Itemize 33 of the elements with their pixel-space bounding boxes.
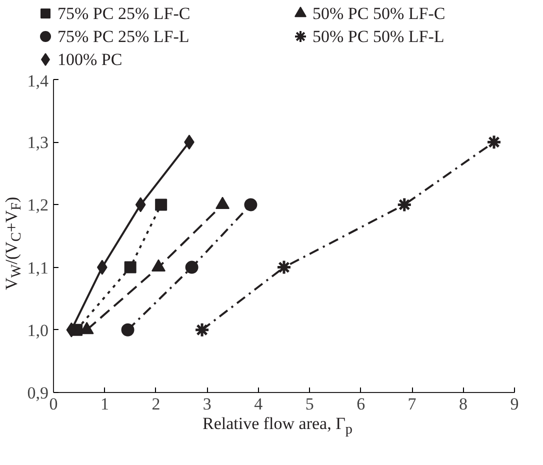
y-tick-label: 1,2 (27, 196, 48, 215)
legend-label: 75% PC 25% LF-C (58, 4, 190, 23)
y-tick-label: 1,0 (27, 320, 48, 340)
y-tick-label: 0,9 (27, 384, 48, 402)
x-axis-title: Relative flow area, Γ$_{p}$ (202, 413, 352, 440)
x-tick-label: 1 (100, 394, 109, 414)
x-tick-label: 6 (356, 394, 366, 414)
y-tick-label: 1,3 (27, 133, 48, 152)
x-tick-label: 5 (305, 394, 314, 414)
y-tick-label: 1,4 (27, 72, 49, 90)
point (244, 198, 258, 212)
x-tick-label: 0 (49, 394, 58, 414)
point (276, 260, 292, 276)
x-tick-label: 7 (408, 394, 417, 414)
point (124, 261, 136, 274)
legend-label: 100% PC (58, 50, 122, 69)
point (194, 322, 210, 338)
x-tick-label: 2 (152, 394, 160, 414)
point (96, 260, 108, 275)
point (155, 198, 168, 211)
point (121, 323, 134, 336)
point (185, 260, 198, 274)
x-tick-label: 9 (510, 394, 519, 414)
point (396, 196, 412, 212)
point (486, 134, 502, 150)
legend-label: 75% PC 25% LF-L (58, 27, 190, 46)
y-tick-label: 1,1 (27, 258, 48, 278)
x-tick-label: 4 (254, 394, 264, 414)
point (135, 197, 146, 212)
legend-label: 50% PC 50% LF-L (312, 27, 444, 46)
legend-label: 50% PC 50% LF-C (312, 4, 446, 23)
x-tick-label: 3 (202, 394, 212, 414)
x-tick-label: 8 (459, 394, 468, 414)
